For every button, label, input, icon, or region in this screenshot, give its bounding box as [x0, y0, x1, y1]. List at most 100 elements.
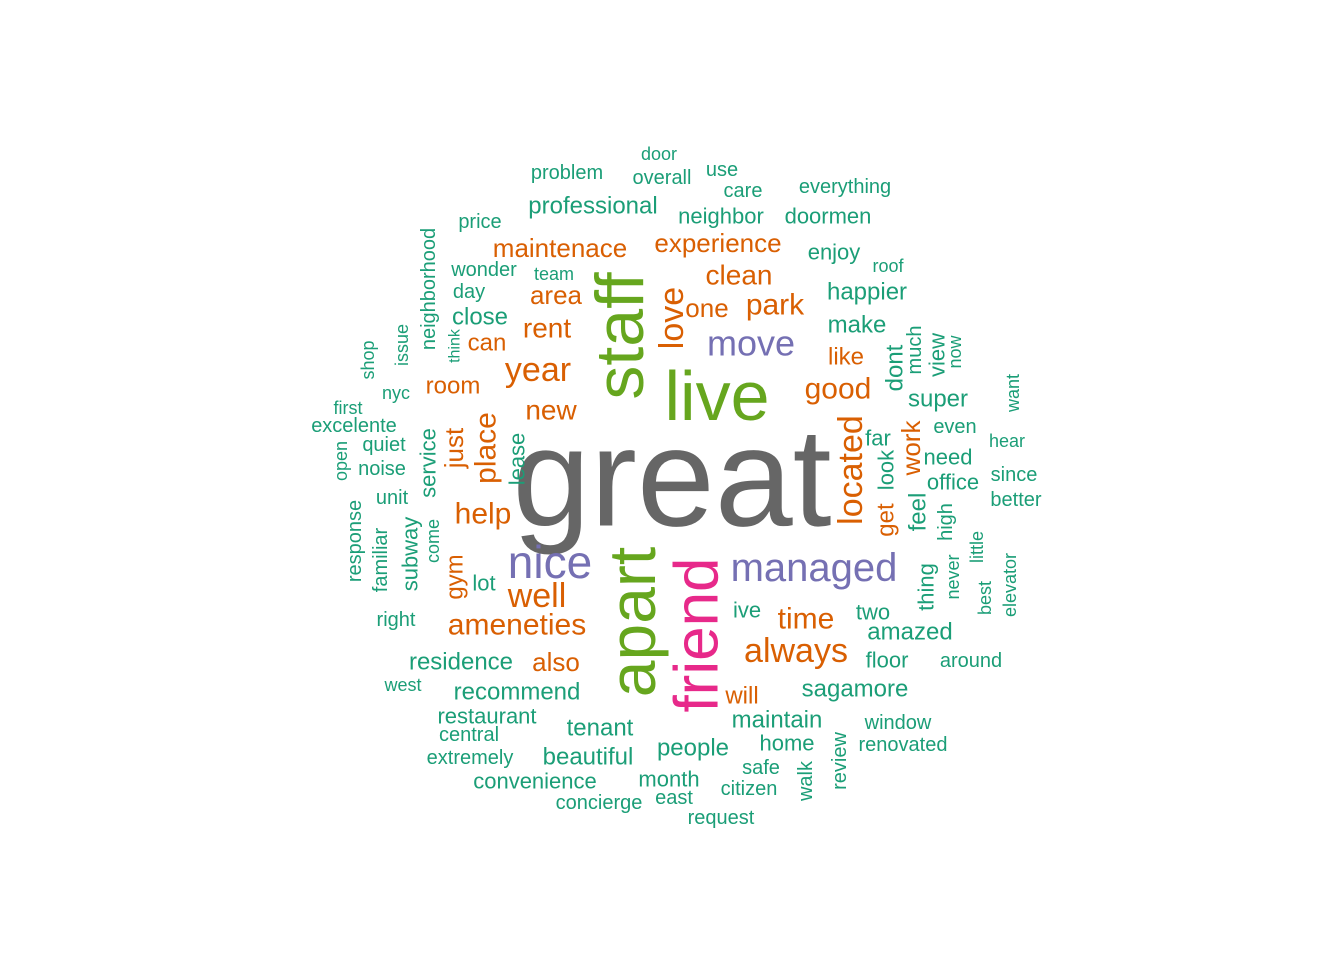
- word-excelente: excelente: [311, 415, 397, 437]
- word-window: window: [864, 712, 932, 734]
- word-also: also: [532, 647, 580, 677]
- word-need: need: [924, 445, 973, 470]
- word-neighbor: neighbor: [678, 204, 764, 229]
- word-will: will: [724, 683, 758, 710]
- word-overall: overall: [633, 167, 692, 189]
- word-around: around: [940, 650, 1002, 672]
- word-help: help: [455, 498, 512, 531]
- word-nice: nice: [508, 536, 592, 588]
- word-home: home: [759, 731, 814, 756]
- word-much: much: [904, 326, 926, 375]
- word-area: area: [530, 280, 583, 310]
- word-price: price: [458, 211, 501, 233]
- word-look: look: [874, 449, 899, 490]
- word-everything: everything: [799, 176, 891, 198]
- word-door: door: [641, 144, 677, 164]
- word-doormen: doormen: [785, 204, 872, 229]
- word-restaurant: restaurant: [437, 704, 536, 729]
- word-renovated: renovated: [859, 734, 948, 756]
- word-clean: clean: [706, 260, 773, 291]
- word-wonder: wonder: [450, 259, 517, 281]
- word-super: super: [908, 386, 968, 413]
- word-nyc: nyc: [382, 383, 410, 403]
- word-far: far: [865, 426, 891, 451]
- word-park: park: [746, 289, 805, 322]
- word-request: request: [688, 807, 755, 829]
- word-good: good: [805, 373, 872, 406]
- word-feel: feel: [905, 493, 932, 532]
- word-now: now: [945, 334, 965, 368]
- word-enjoy: enjoy: [808, 240, 861, 265]
- word-care: care: [724, 180, 763, 202]
- word-roof: roof: [872, 256, 904, 276]
- word-never: never: [943, 554, 963, 599]
- word-thing: thing: [914, 563, 939, 611]
- word-close: close: [452, 304, 508, 331]
- word-problem: problem: [531, 162, 603, 184]
- word-managed: managed: [731, 546, 898, 590]
- word-since: since: [991, 464, 1038, 486]
- word-shop: shop: [358, 340, 378, 379]
- word-safe: safe: [742, 757, 780, 779]
- word-lease: lease: [505, 433, 530, 486]
- word-experience: experience: [654, 228, 781, 258]
- word-west: west: [383, 675, 421, 695]
- word-want: want: [1003, 374, 1023, 413]
- word-month: month: [638, 767, 699, 792]
- word-convenience: convenience: [473, 769, 597, 794]
- word-first: first: [334, 398, 363, 418]
- word-well: well: [507, 577, 567, 615]
- word-beautiful: beautiful: [543, 744, 634, 771]
- word-office: office: [927, 470, 979, 495]
- word-make: make: [828, 312, 887, 339]
- word-lot: lot: [472, 571, 495, 596]
- word-service: service: [416, 428, 441, 498]
- word-recommend: recommend: [454, 679, 581, 706]
- word-get: get: [873, 503, 900, 537]
- word-use: use: [706, 159, 738, 181]
- word-best: best: [975, 581, 995, 615]
- word-amazed: amazed: [867, 619, 952, 646]
- word-love: love: [653, 287, 691, 349]
- word-think: think: [447, 328, 464, 363]
- word-view: view: [925, 333, 950, 377]
- word-subway: subway: [398, 517, 423, 592]
- word-little: little: [967, 531, 987, 563]
- word-staff: staff: [582, 272, 658, 399]
- word-great: great: [512, 399, 831, 556]
- word-concierge: concierge: [556, 792, 643, 814]
- word-two: two: [856, 600, 890, 625]
- word-move: move: [707, 323, 795, 364]
- word-professional: professional: [528, 193, 657, 220]
- word-gym: gym: [442, 554, 469, 599]
- word-live: live: [664, 357, 769, 435]
- word-day: day: [453, 281, 485, 303]
- word-apart: apart: [595, 547, 669, 697]
- word-sagamore: sagamore: [802, 676, 909, 703]
- word-better: better: [990, 489, 1041, 511]
- word-new: new: [525, 395, 577, 426]
- word-tenant: tenant: [567, 715, 634, 742]
- word-hear: hear: [989, 431, 1025, 451]
- word-familiar: familiar: [370, 527, 392, 592]
- word-year: year: [505, 351, 571, 389]
- word-even: even: [933, 416, 976, 438]
- word-quiet: quiet: [362, 434, 406, 456]
- word-room: room: [426, 373, 481, 400]
- word-dont: dont: [882, 344, 909, 391]
- word-elevator: elevator: [1000, 553, 1020, 617]
- word-review: review: [829, 732, 851, 790]
- word-extremely: extremely: [427, 747, 514, 769]
- word-like: like: [828, 344, 864, 371]
- word-walk: walk: [795, 760, 817, 802]
- word-high: high: [935, 503, 957, 541]
- word-ive: ive: [733, 598, 761, 623]
- word-unit: unit: [376, 487, 409, 509]
- word-just: just: [439, 427, 469, 469]
- word-located: located: [832, 415, 870, 525]
- word-neighborhood: neighborhood: [418, 228, 440, 350]
- word-people: people: [657, 735, 729, 762]
- word-residence: residence: [409, 649, 513, 676]
- word-ameneties: ameneties: [448, 609, 586, 642]
